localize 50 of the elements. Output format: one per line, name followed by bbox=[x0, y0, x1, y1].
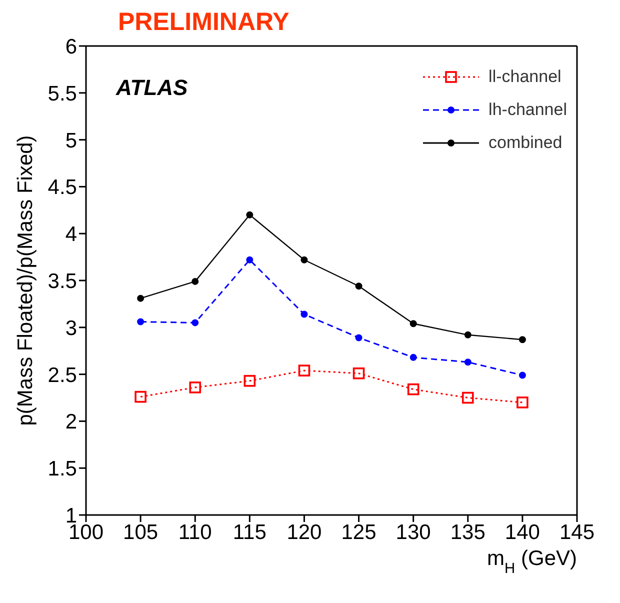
point bbox=[246, 256, 254, 264]
point bbox=[464, 358, 472, 366]
point bbox=[464, 331, 472, 338]
y-tick-label: 4.5 bbox=[48, 176, 77, 200]
point bbox=[355, 282, 362, 290]
point bbox=[189, 382, 202, 394]
y-tick-label: 5 bbox=[65, 129, 77, 152]
x-tick-label: 115 bbox=[232, 520, 266, 544]
legend-label: lh-channel bbox=[488, 100, 567, 120]
x-axis-title: m$_{H}$ (GeV) bbox=[487, 547, 577, 577]
point bbox=[518, 372, 526, 379]
y-tick-label: 1.5 bbox=[48, 458, 77, 481]
point bbox=[300, 256, 308, 264]
point bbox=[300, 310, 308, 318]
x-tick-label: 125 bbox=[341, 520, 376, 544]
y-tick-label: 2.5 bbox=[48, 364, 77, 387]
y-tick-label: 3 bbox=[65, 316, 77, 340]
point bbox=[192, 319, 199, 326]
point bbox=[137, 294, 144, 302]
y-tick-label: 2 bbox=[65, 410, 77, 434]
annotation: ATLAS bbox=[115, 75, 188, 100]
legend-label: combined bbox=[488, 132, 562, 152]
point bbox=[518, 336, 526, 344]
point bbox=[352, 367, 365, 380]
y-tick-label: 6 bbox=[65, 35, 77, 58]
x-tick-label: 130 bbox=[396, 520, 431, 544]
x-tick-label: 110 bbox=[178, 520, 212, 544]
point bbox=[246, 211, 254, 218]
x-tick-label: 120 bbox=[286, 520, 322, 544]
x-tick-label: 105 bbox=[123, 520, 158, 544]
x-tick-label: 140 bbox=[504, 520, 540, 544]
chart-title: PRELIMINARY bbox=[118, 8, 290, 37]
y-tick-label: 3.5 bbox=[48, 270, 77, 293]
point bbox=[134, 390, 146, 403]
point bbox=[410, 320, 417, 328]
point bbox=[516, 396, 528, 408]
point bbox=[137, 318, 144, 326]
y-tick-label: 5.5 bbox=[48, 82, 77, 106]
point bbox=[192, 278, 199, 285]
x-tick-label: 135 bbox=[450, 520, 486, 544]
point bbox=[410, 354, 417, 361]
y-tick-label: 4 bbox=[65, 223, 78, 246]
point bbox=[355, 334, 362, 342]
point bbox=[407, 383, 420, 396]
point bbox=[244, 374, 256, 387]
point bbox=[298, 364, 310, 376]
point bbox=[462, 392, 474, 404]
legend-label: ll-channel bbox=[488, 66, 562, 86]
y-axis-title: p(Mass Floated)/p(Mass Fixed) bbox=[14, 135, 37, 426]
x-tick-label: 145 bbox=[559, 520, 595, 544]
